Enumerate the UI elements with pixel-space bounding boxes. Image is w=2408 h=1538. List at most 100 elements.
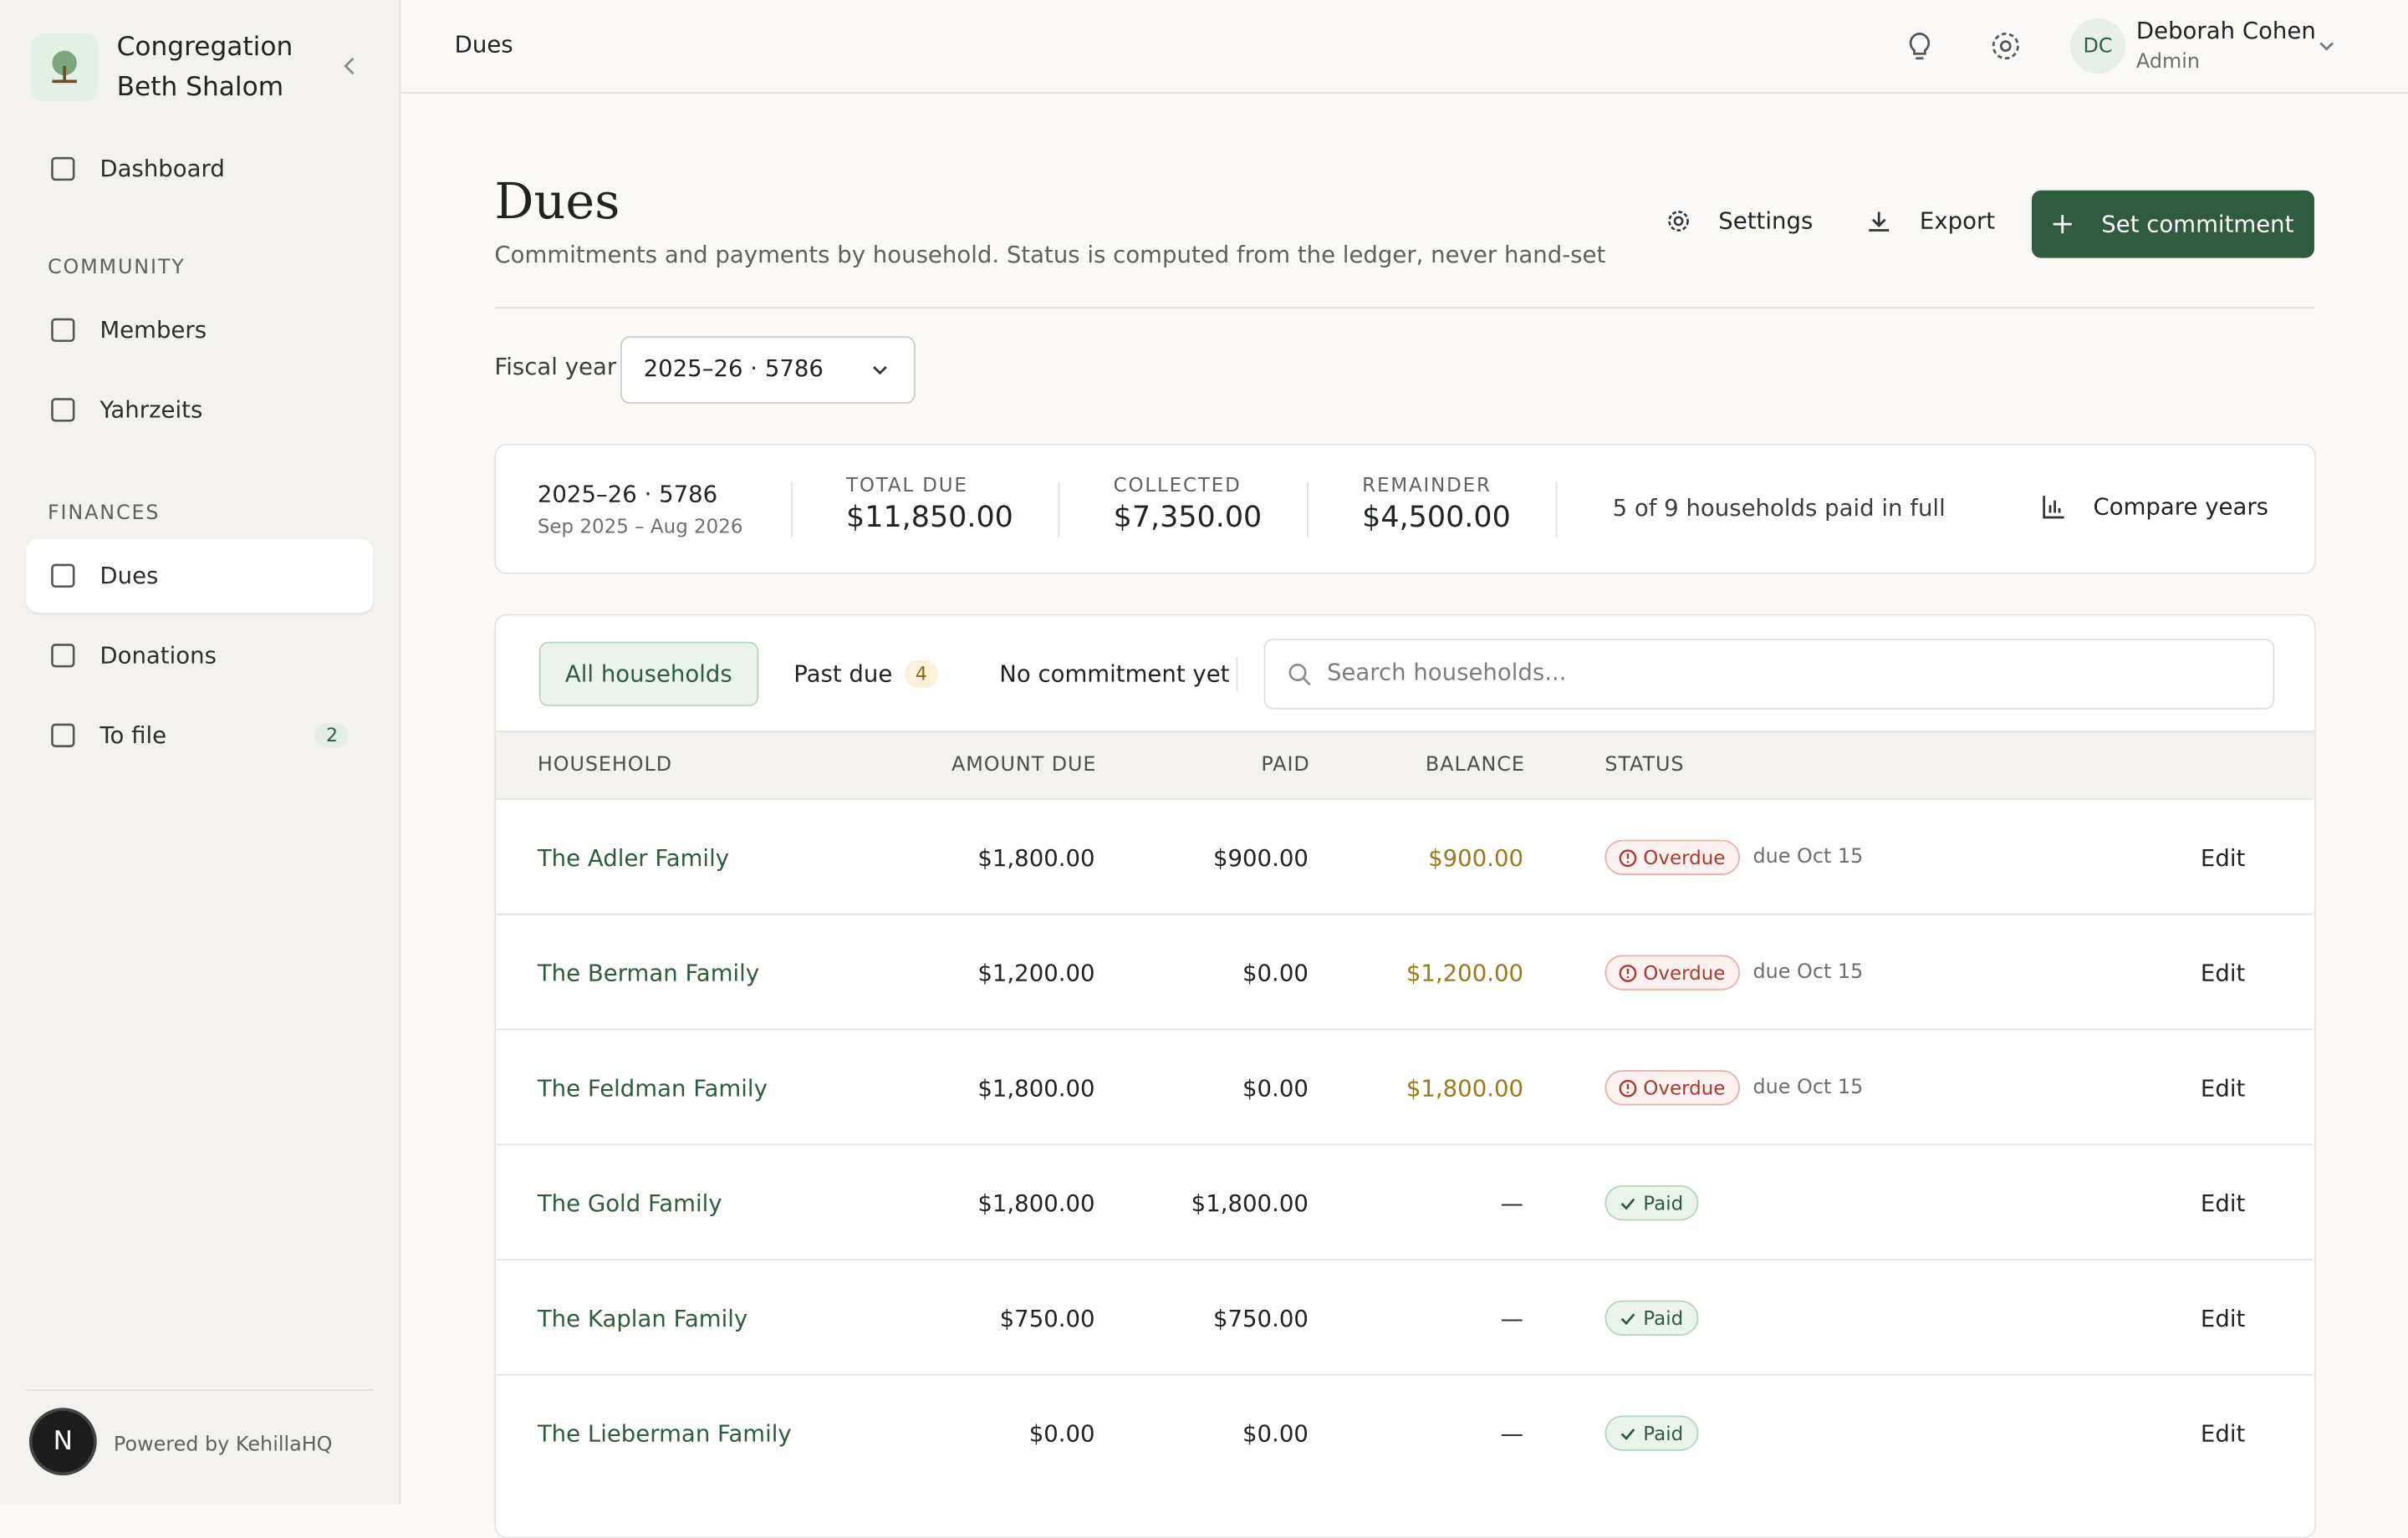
nav-item[interactable]: Dues: [26, 538, 374, 613]
set-commitment-button[interactable]: Set commitment: [2032, 190, 2314, 258]
nav-label: Yahrzeits: [99, 395, 203, 424]
divider: [790, 481, 793, 537]
section-title: COMMUNITY: [47, 256, 186, 280]
nav-label: To file: [99, 721, 167, 750]
balance: —: [1500, 1304, 1524, 1332]
settings-icon[interactable]: [1989, 29, 2023, 63]
table-row: The Feldman Family $1,800.00 $0.00 $1,800.0…: [496, 1028, 2314, 1146]
compare-years-button[interactable]: Compare years: [2041, 493, 2268, 521]
status-badge: Overdue: [1604, 955, 1741, 991]
household-name[interactable]: The Adler Family: [537, 843, 730, 872]
summary-year: 2025–26 · 5786: [537, 480, 718, 508]
household-name[interactable]: The Lieberman Family: [537, 1419, 792, 1448]
stat-value: $11,850.00: [846, 500, 1013, 535]
table-row: The Berman Family $1,200.00 $0.00 $1,200.00…: [496, 913, 2314, 1031]
stat-label: REMAINDER: [1362, 472, 1492, 497]
amount-due: $0.00: [1028, 1419, 1095, 1448]
summary-card: 2025–26 · 5786 Sep 2025 – Aug 2026 TOTAL…: [494, 443, 2316, 574]
settings-button[interactable]: Settings: [1666, 207, 1813, 235]
search-placeholder: Search households...: [1326, 658, 1567, 687]
summary-range: Sep 2025 – Aug 2026: [537, 514, 743, 537]
export-button[interactable]: Export: [1866, 207, 1995, 235]
edit-button[interactable]: Edit: [2200, 1189, 2246, 1217]
divider: [1307, 481, 1309, 537]
balance: —: [1500, 1189, 1524, 1217]
due-note: due Oct 15: [1752, 846, 1864, 869]
table-row: The Gold Family $1,800.00 $1,800.00 — Paid Ed…: [496, 1143, 2314, 1260]
edit-button[interactable]: Edit: [2200, 1419, 2246, 1448]
column-header: PAID: [1261, 753, 1310, 777]
household-name[interactable]: The Kaplan Family: [537, 1304, 748, 1332]
set-commitment-label: Set commitment: [2101, 210, 2294, 238]
table-row: The Kaplan Family $750.00 $750.00 — Paid Edit: [496, 1259, 2314, 1376]
nav-item[interactable]: Dashboard: [26, 132, 373, 206]
edit-button[interactable]: Edit: [2200, 843, 2246, 872]
status-label: Overdue: [1643, 960, 1726, 985]
status-badge: Paid: [1604, 1415, 1699, 1451]
tab[interactable]: Past due 4: [768, 642, 964, 706]
topbar: Dues DC Deborah Cohen Admin: [400, 0, 2408, 94]
amount-due: $750.00: [999, 1304, 1095, 1332]
nav-item[interactable]: Yahrzeits: [26, 373, 373, 446]
paid: $900.00: [1212, 843, 1309, 872]
edit-button[interactable]: Edit: [2200, 1304, 2246, 1332]
due-note: due Oct 15: [1752, 960, 1864, 985]
paid: $0.00: [1242, 1419, 1309, 1448]
nav-label: Dues: [99, 562, 159, 590]
status-badge: Overdue: [1604, 839, 1741, 875]
paid: $0.00: [1242, 1073, 1309, 1102]
status-badge: Overdue: [1604, 1070, 1741, 1106]
stat: REMAINDER $4,500.00: [1362, 473, 1511, 534]
user-initials[interactable]: DC: [2069, 18, 2126, 74]
edit-button[interactable]: Edit: [2200, 959, 2246, 987]
status-label: Overdue: [1643, 846, 1726, 869]
stat-label: COLLECTED: [1113, 472, 1242, 497]
nav-item[interactable]: To file 2: [26, 699, 373, 772]
tab[interactable]: All households: [538, 641, 758, 706]
due-note: due Oct 15: [1752, 1076, 1864, 1100]
logo: [30, 33, 99, 102]
amount-due: $1,800.00: [977, 1189, 1095, 1217]
fiscal-year-label: Fiscal year: [494, 353, 617, 381]
sidebar: Congregation Beth Shalom Dashboard COMMUN…: [0, 0, 401, 1505]
nav-item[interactable]: Members: [26, 293, 373, 367]
collapse-button[interactable]: [341, 55, 360, 77]
status-cell: Overdue due Oct 15: [1604, 800, 1863, 915]
stat-label: TOTAL DUE: [846, 472, 968, 497]
tab[interactable]: No commitment yet: [973, 642, 1256, 706]
status-cell: Overdue due Oct 15: [1604, 915, 1863, 1031]
avatar[interactable]: N: [32, 1410, 94, 1473]
compare-years-label: Compare years: [2093, 492, 2269, 521]
edit-button[interactable]: Edit: [2200, 1073, 2246, 1102]
status-cell: Paid: [1604, 1145, 1699, 1260]
tab-badge: 4: [905, 660, 938, 688]
household-name[interactable]: The Feldman Family: [537, 1073, 768, 1102]
settings-label: Settings: [1718, 206, 1814, 236]
status-label: Paid: [1643, 1421, 1684, 1445]
household-name[interactable]: The Berman Family: [537, 959, 760, 987]
fiscal-year-select[interactable]: 2025–26 · 5786: [620, 336, 916, 405]
household-name[interactable]: The Gold Family: [537, 1189, 722, 1217]
households-card: All households Past due 4 No commitment yet…: [494, 614, 2316, 1538]
column-header: AMOUNT DUE: [951, 753, 1097, 777]
status-badge: Paid: [1604, 1300, 1699, 1336]
amount-due: $1,200.00: [977, 959, 1095, 987]
nav-item[interactable]: Donations: [26, 619, 373, 692]
search-box[interactable]: Search households...: [1263, 639, 2275, 710]
fiscal-year-value: 2025–26 · 5786: [643, 354, 824, 383]
paid: $0.00: [1242, 959, 1309, 987]
amount-due: $1,800.00: [977, 843, 1095, 872]
balance: $900.00: [1428, 843, 1524, 872]
status-label: Paid: [1643, 1306, 1684, 1330]
table-row: The Lieberman Family $0.00 $0.00 — Paid Edit: [496, 1373, 2314, 1491]
status-cell: Paid: [1604, 1376, 1699, 1491]
table-row: The Adler Family $1,800.00 $900.00 $900.00 O…: [496, 798, 2314, 915]
balance: $1,800.00: [1406, 1073, 1524, 1102]
nav-label: Dashboard: [99, 155, 225, 183]
stat: TOTAL DUE $11,850.00: [846, 473, 1013, 534]
nav-label: Donations: [99, 641, 217, 670]
org-name: Congregation Beth Shalom: [116, 32, 293, 104]
tips-icon[interactable]: [1903, 29, 1936, 63]
user-menu-chevron[interactable]: [2318, 37, 2336, 55]
